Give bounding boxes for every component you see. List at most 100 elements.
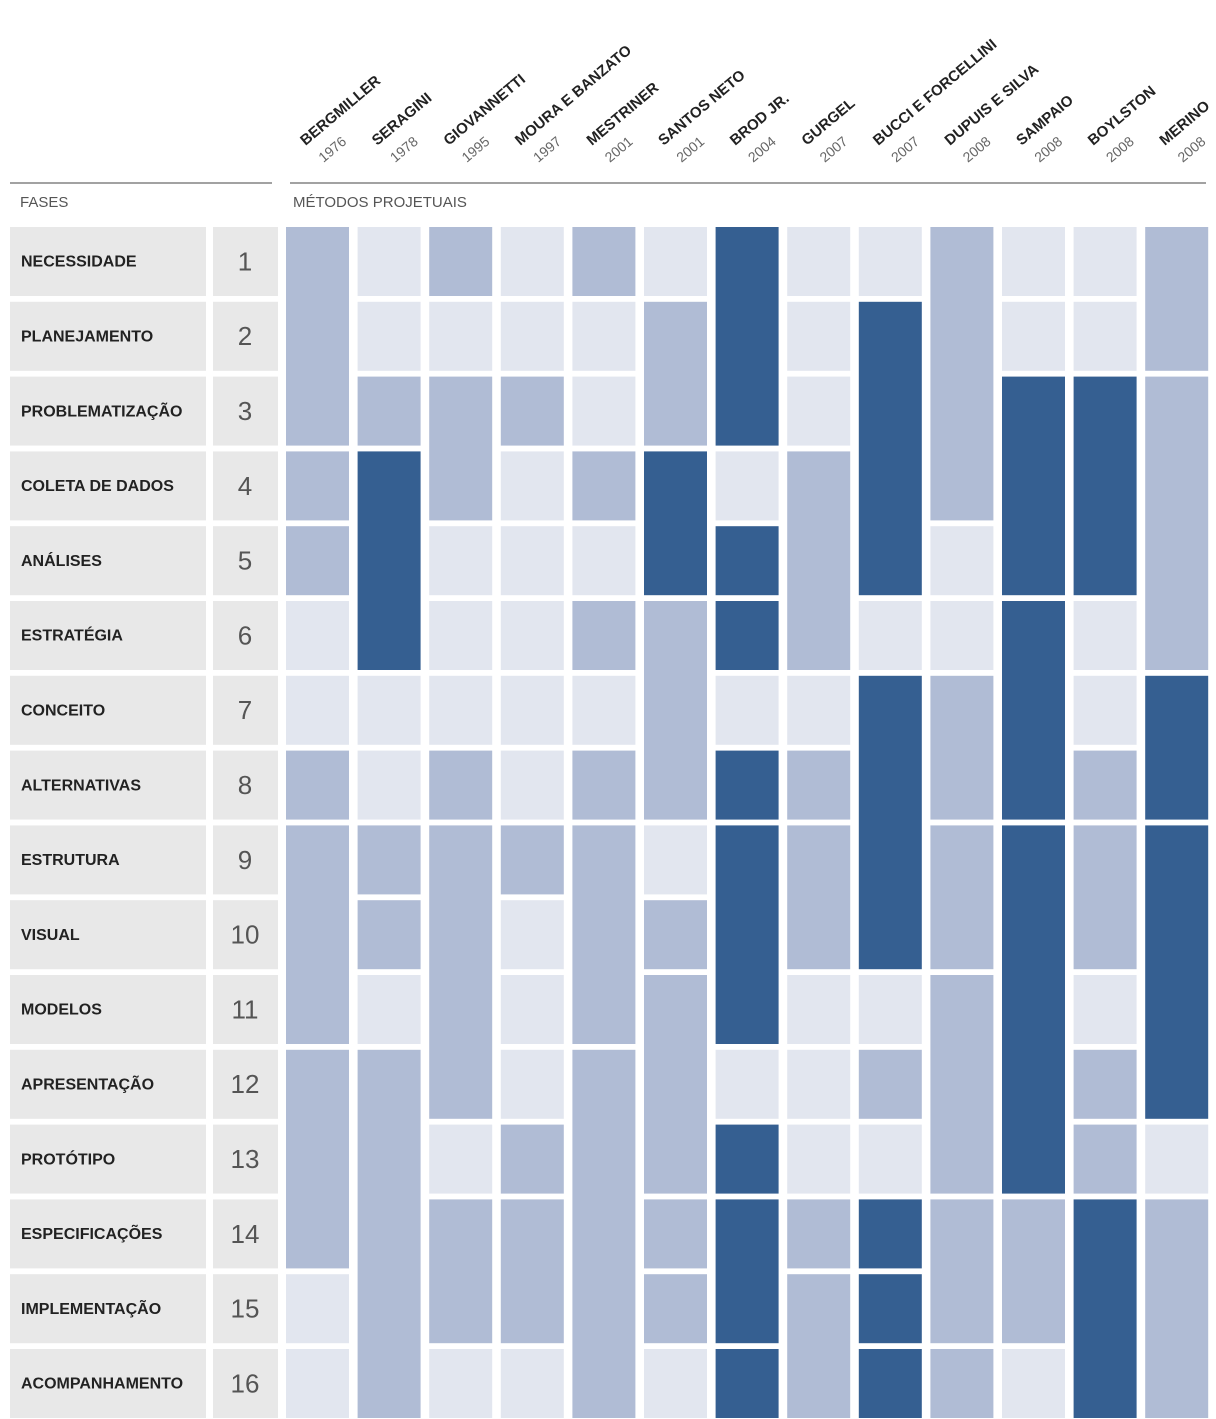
phase-box — [10, 825, 206, 895]
phase-number-box — [213, 451, 278, 521]
phase-block — [644, 301, 707, 446]
phase-block — [858, 1124, 922, 1194]
phase-number-box — [213, 301, 278, 371]
phase-number: 3 — [238, 396, 252, 426]
phase-block — [787, 227, 851, 296]
phase-block — [429, 526, 493, 596]
phase-block — [715, 750, 779, 820]
phase-block — [1145, 1124, 1209, 1194]
phase-block — [858, 1199, 922, 1269]
phase-block — [429, 750, 493, 820]
phase-number-box — [213, 1349, 278, 1418]
phase-label: IMPLEMENTAÇÃO — [21, 1298, 161, 1318]
phase-block — [1002, 301, 1065, 371]
phase-number: 1 — [238, 246, 252, 276]
phase-block — [715, 526, 779, 596]
phase-box — [10, 1199, 206, 1269]
phase-box — [10, 975, 206, 1044]
phase-block — [500, 1199, 564, 1344]
phase-block — [357, 1049, 421, 1418]
phase-block — [500, 1049, 564, 1119]
phase-label: PROBLEMATIZAÇÃO — [21, 400, 182, 420]
phase-box — [10, 1349, 206, 1418]
phase-number-box — [213, 900, 278, 970]
phase-block — [286, 675, 349, 745]
phase-block — [787, 975, 851, 1044]
method-name: BUCCI E FORCELLINI — [870, 36, 1000, 149]
phase-block — [286, 750, 349, 820]
phase-block — [715, 825, 779, 1044]
phase-block — [572, 227, 636, 296]
phase-block — [357, 227, 421, 296]
phase-label: ESTRUTURA — [21, 852, 120, 869]
phase-block — [500, 750, 564, 820]
phase-number: 4 — [238, 471, 252, 501]
phases-label: FASES — [20, 194, 68, 211]
phase-number-box — [213, 227, 278, 296]
phase-label: NECESSIDADE — [21, 254, 137, 271]
phase-number-box — [213, 526, 278, 596]
phase-block — [787, 1199, 851, 1269]
phase-block — [858, 675, 922, 970]
phase-block — [286, 451, 349, 521]
phase-block — [787, 825, 851, 970]
phase-block — [429, 301, 493, 371]
phase-number-box — [213, 1124, 278, 1194]
phase-block — [500, 900, 564, 970]
phase-block — [286, 1274, 349, 1344]
phase-block — [1002, 376, 1065, 596]
phase-block — [286, 526, 349, 596]
phase-block — [858, 1349, 922, 1418]
phase-block — [858, 975, 922, 1044]
phase-block — [1002, 601, 1065, 820]
phase-block — [1073, 975, 1137, 1044]
phase-block — [787, 1124, 851, 1194]
phase-block — [858, 1274, 922, 1344]
phase-block — [429, 1349, 493, 1418]
phase-number: 12 — [231, 1069, 260, 1099]
method-name: MOURA E BANZATO — [512, 42, 635, 149]
phase-block — [572, 376, 636, 446]
phase-block — [858, 601, 922, 670]
phase-block — [500, 675, 564, 745]
phase-block — [1145, 376, 1209, 670]
phase-block — [1073, 1124, 1137, 1194]
phase-block — [644, 601, 707, 820]
phase-block — [644, 825, 707, 895]
phase-box — [10, 900, 206, 970]
phase-block — [286, 227, 349, 446]
phase-label: ESPECIFICAÇÕES — [21, 1223, 163, 1243]
phase-number: 15 — [231, 1294, 260, 1324]
phase-number: 7 — [238, 695, 252, 725]
phase-label: PLANEJAMENTO — [21, 329, 153, 346]
phase-block — [357, 451, 421, 670]
phase-block — [357, 376, 421, 446]
phase-box — [10, 1049, 206, 1119]
phase-block — [858, 1049, 922, 1119]
phase-block — [429, 1199, 493, 1344]
phase-block — [787, 301, 851, 371]
phase-block — [1145, 825, 1209, 1119]
phase-block — [787, 451, 851, 670]
phase-number-box — [213, 975, 278, 1044]
phase-block — [429, 825, 493, 1119]
phase-box — [10, 301, 206, 371]
phase-block — [500, 601, 564, 670]
phase-block — [1073, 227, 1137, 296]
phase-block — [1073, 1049, 1137, 1119]
phase-block — [357, 675, 421, 745]
phase-label: PROTÓTIPO — [21, 1149, 115, 1168]
phase-block — [1073, 675, 1137, 745]
phase-number: 14 — [231, 1219, 260, 1249]
phase-box — [10, 227, 206, 296]
phase-block — [357, 900, 421, 970]
phase-block — [572, 825, 636, 1044]
phase-block — [500, 526, 564, 596]
phase-number-box — [213, 825, 278, 895]
phase-number-box — [213, 1199, 278, 1269]
phase-number: 13 — [231, 1144, 260, 1174]
phase-block — [930, 1349, 994, 1418]
phase-block — [1145, 675, 1209, 820]
phase-block — [286, 1349, 349, 1418]
phase-block — [930, 526, 994, 596]
